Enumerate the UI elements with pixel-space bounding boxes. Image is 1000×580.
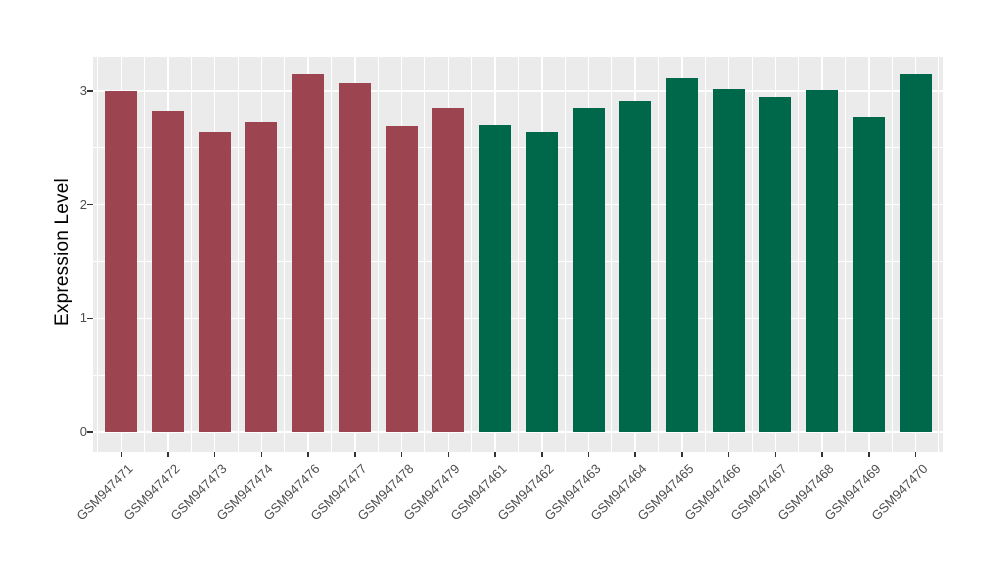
- x-minor-gridline: [751, 57, 753, 452]
- x-tick-mark: [727, 452, 730, 457]
- x-tick-mark: [213, 452, 216, 457]
- x-tick-mark: [634, 452, 636, 457]
- x-minor-gridline: [611, 57, 613, 452]
- y-tick-label: 1: [79, 310, 87, 326]
- x-tick-mark: [541, 452, 543, 457]
- bar-GSM947470: [899, 73, 932, 432]
- x-minor-gridline: [704, 57, 706, 452]
- bar-GSM947471: [105, 90, 138, 432]
- x-minor-gridline: [144, 57, 146, 452]
- x-tick-mark: [260, 452, 263, 457]
- y-tick-mark: [87, 317, 93, 320]
- bar-GSM947461: [479, 125, 512, 432]
- y-tick-label: 3: [79, 82, 87, 98]
- bar-GSM947478: [385, 126, 418, 432]
- x-tick-mark: [400, 452, 403, 457]
- x-minor-gridline: [658, 57, 660, 452]
- bar-GSM947467: [759, 96, 792, 432]
- y-tick-label: 2: [79, 196, 87, 212]
- bar-GSM947462: [525, 131, 558, 432]
- bar-GSM947466: [712, 88, 745, 432]
- x-minor-gridline: [938, 57, 940, 452]
- x-minor-gridline: [237, 57, 239, 452]
- x-tick-mark: [354, 452, 356, 457]
- bar-GSM947469: [852, 117, 885, 432]
- bar-GSM947479: [432, 107, 465, 432]
- x-minor-gridline: [564, 57, 566, 452]
- x-tick-mark: [307, 452, 309, 457]
- bar-GSM947465: [665, 78, 698, 432]
- x-tick-mark: [821, 452, 823, 457]
- x-minor-gridline: [798, 57, 800, 452]
- bar-GSM947476: [292, 73, 325, 432]
- x-minor-gridline: [97, 57, 99, 452]
- x-tick-mark: [681, 452, 683, 457]
- x-minor-gridline: [517, 57, 519, 452]
- y-axis-title: Expression Level: [52, 178, 73, 326]
- x-tick-mark: [120, 452, 123, 457]
- x-minor-gridline: [190, 57, 192, 452]
- x-minor-gridline: [891, 57, 893, 452]
- bar-GSM947474: [245, 121, 278, 432]
- y-tick-mark: [87, 431, 93, 433]
- x-tick-mark: [587, 452, 590, 457]
- bar-GSM947477: [338, 82, 371, 432]
- x-minor-gridline: [331, 57, 333, 452]
- x-tick-mark: [774, 452, 777, 457]
- x-tick-mark: [167, 452, 169, 457]
- bar-GSM947472: [152, 111, 185, 432]
- x-minor-gridline: [844, 57, 846, 452]
- x-minor-gridline: [284, 57, 286, 452]
- y-tick-label: 0: [79, 424, 87, 439]
- y-tick-mark: [87, 90, 93, 92]
- x-minor-gridline: [424, 57, 426, 452]
- x-minor-gridline: [377, 57, 379, 452]
- bar-GSM947473: [198, 131, 231, 432]
- x-tick-mark: [447, 452, 450, 457]
- x-minor-gridline: [471, 57, 473, 452]
- plot-panel: [93, 57, 943, 452]
- bar-GSM947463: [572, 107, 605, 432]
- x-tick-mark: [868, 452, 870, 457]
- x-tick-mark: [494, 452, 496, 457]
- bar-GSM947468: [806, 89, 839, 432]
- x-tick-mark: [914, 452, 917, 457]
- bar-GSM947464: [619, 101, 652, 432]
- y-tick-mark: [87, 203, 93, 206]
